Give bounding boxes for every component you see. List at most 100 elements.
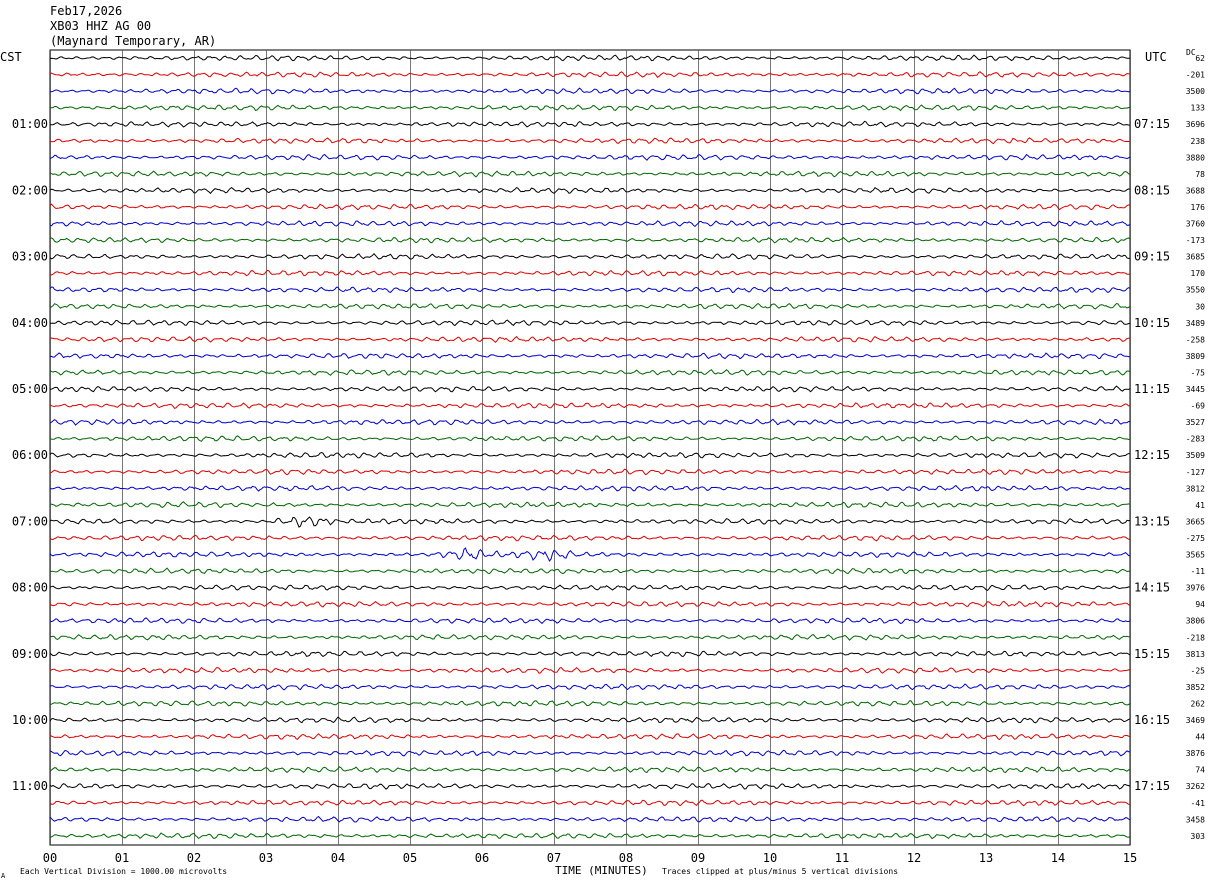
dc-offset-label: 133 <box>1191 104 1206 113</box>
trace-line <box>49 666 1131 674</box>
trace-group <box>49 54 1131 840</box>
trace-line <box>49 650 1131 658</box>
right-hour-label: 10:15 <box>1134 316 1170 330</box>
dc-offset-label: 3262 <box>1186 782 1205 791</box>
x-tick-label: 15 <box>1123 851 1137 865</box>
clipping-note: Traces clipped at plus/minus 5 vertical … <box>662 867 899 876</box>
trace-line <box>49 120 1131 128</box>
dc-offset-label: 176 <box>1191 203 1206 212</box>
trace-line <box>49 451 1130 459</box>
x-tick-label: 00 <box>43 851 57 865</box>
dc-offset-label: 3685 <box>1186 253 1205 262</box>
trace-line <box>49 71 1131 78</box>
x-tick-label: 01 <box>115 851 129 865</box>
left-hour-label: 05:00 <box>12 382 48 396</box>
location-label: (Maynard Temporary, AR) <box>50 34 217 48</box>
trace-line <box>49 170 1131 178</box>
dc-offset-label: -11 <box>1191 567 1206 576</box>
dc-offset-label: 30 <box>1195 302 1205 311</box>
x-tick-label: 05 <box>403 851 417 865</box>
trace-line <box>49 220 1131 228</box>
plot-frame <box>49 49 1131 846</box>
dc-offset-label: -25 <box>1191 666 1206 675</box>
trace-line <box>49 335 1131 343</box>
right-hour-labels: 07:15 08:15 09:15 10:15 11:15 12:15 13:15 14:15… <box>1134 117 1170 793</box>
dc-offset-label: 74 <box>1195 766 1205 775</box>
dc-offset-label: 3880 <box>1186 153 1205 162</box>
dc-offset-label: 3852 <box>1186 683 1205 692</box>
left-hour-label: 01:00 <box>12 117 48 131</box>
dc-offset-label: 262 <box>1191 699 1206 708</box>
dc-offset-label: -258 <box>1186 335 1205 344</box>
trace-line <box>49 435 1131 442</box>
right-hour-label: 13:15 <box>1134 514 1170 528</box>
trace-line <box>49 516 1131 528</box>
trace-line <box>49 252 1130 260</box>
right-hour-label: 15:15 <box>1134 647 1170 661</box>
dc-offset-labels: 62 -201 3500 133 3696 238 3880 78 3688 176 3760 -17… <box>1186 54 1205 841</box>
dc-offset-label: 3445 <box>1186 385 1205 394</box>
dc-offset-label: -173 <box>1186 236 1205 245</box>
x-tick-label: 13 <box>979 851 993 865</box>
trace-line <box>49 352 1131 360</box>
left-hour-label: 11:00 <box>12 779 48 793</box>
x-tick-label: 04 <box>331 851 345 865</box>
trace-line <box>49 749 1131 757</box>
right-hour-label: 16:15 <box>1134 713 1170 727</box>
x-axis-title: TIME (MINUTES) <box>555 864 648 877</box>
right-hour-label: 07:15 <box>1134 117 1170 131</box>
trace-line <box>49 236 1131 244</box>
x-tick-label: 02 <box>187 851 201 865</box>
trace-line <box>49 418 1131 426</box>
dc-offset-label: 3500 <box>1186 87 1205 96</box>
right-hour-label: 17:15 <box>1134 779 1170 793</box>
trace-line <box>49 302 1131 310</box>
dc-offset-label: 3489 <box>1186 319 1205 328</box>
left-hour-label: 06:00 <box>12 448 48 462</box>
trace-line <box>49 716 1131 724</box>
right-hour-label: 11:15 <box>1134 382 1170 396</box>
dc-offset-label: 3812 <box>1186 484 1205 493</box>
dc-offset-label: 3976 <box>1186 584 1205 593</box>
trace-line <box>49 534 1131 542</box>
trace-line <box>49 385 1131 393</box>
trace-line <box>49 700 1131 707</box>
trace-line <box>49 286 1131 294</box>
dc-offset-label: 238 <box>1191 137 1206 146</box>
dc-offset-label: -201 <box>1186 71 1205 80</box>
trace-line <box>49 634 1131 641</box>
x-tick-label: 03 <box>259 851 273 865</box>
left-hour-labels: 01:00 02:00 03:00 04:00 05:00 06:00 07:00 08:00… <box>12 117 48 793</box>
dc-offset-label: -283 <box>1186 435 1205 444</box>
trace-line <box>50 104 1131 112</box>
left-hour-label: 10:00 <box>12 713 48 727</box>
trace-line <box>49 617 1131 625</box>
right-hour-label: 08:15 <box>1134 183 1170 197</box>
trace-line <box>49 584 1131 592</box>
dc-offset-label: 3809 <box>1186 352 1205 361</box>
x-tick-label: 09 <box>691 851 705 865</box>
dc-label: DC <box>1186 48 1196 57</box>
x-tick-label: 11 <box>835 851 849 865</box>
left-hour-label: 07:00 <box>12 514 48 528</box>
x-tick-label: 12 <box>907 851 921 865</box>
trace-line <box>49 501 1131 508</box>
dc-offset-label: -127 <box>1186 468 1205 477</box>
trace-line <box>49 203 1131 211</box>
trace-line <box>49 832 1131 840</box>
trace-line <box>49 815 1131 823</box>
dc-offset-label: 3565 <box>1186 551 1205 560</box>
dc-offset-label: 3760 <box>1186 220 1205 229</box>
x-tick-label: 10 <box>763 851 777 865</box>
dc-offset-label: -218 <box>1186 633 1205 642</box>
corner-mark: A <box>1 872 6 880</box>
dc-offset-label: 3527 <box>1186 418 1205 427</box>
right-hour-label: 09:15 <box>1134 250 1170 264</box>
left-hour-label: 02:00 <box>12 183 48 197</box>
right-hour-label: 12:15 <box>1134 448 1170 462</box>
x-tick-label: 07 <box>547 851 561 865</box>
left-timezone-label: CST <box>0 50 22 64</box>
trace-line <box>50 319 1131 327</box>
dc-offset-label: -75 <box>1191 368 1206 377</box>
dc-offset-label: 3458 <box>1186 815 1205 824</box>
